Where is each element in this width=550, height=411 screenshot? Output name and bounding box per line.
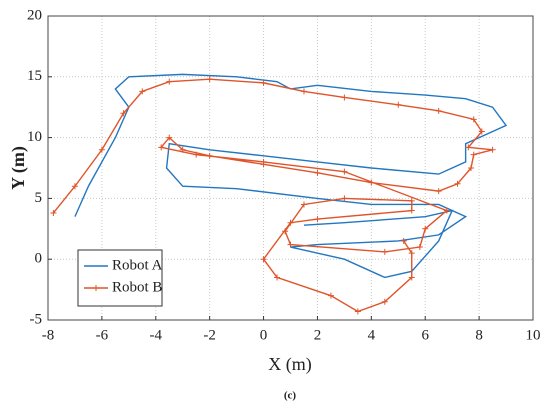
x-tick-label: 8 [475, 327, 483, 343]
marker [368, 179, 375, 186]
marker [282, 228, 289, 235]
marker [206, 152, 213, 159]
legend-box [77, 249, 163, 307]
marker [341, 94, 348, 101]
marker [416, 244, 423, 251]
y-tick-label: 0 [35, 251, 43, 267]
marker [260, 158, 267, 165]
marker [435, 107, 442, 114]
legend-marker [93, 285, 99, 291]
marker [422, 225, 429, 232]
marker [158, 144, 165, 151]
marker [206, 76, 213, 83]
marker [435, 188, 442, 195]
marker [408, 250, 415, 257]
marker [443, 207, 450, 214]
x-tick-label: 10 [526, 327, 541, 343]
marker [470, 151, 477, 158]
marker [274, 274, 281, 281]
marker [489, 146, 496, 153]
marker [395, 101, 402, 108]
marker [408, 207, 415, 214]
plot-frame [47, 15, 534, 321]
x-tick-label: 4 [368, 327, 376, 343]
marker [120, 110, 127, 117]
y-tick-label: 20 [27, 7, 42, 23]
x-tick-label: -4 [150, 327, 163, 343]
subtitle: (c) [284, 390, 297, 402]
y-tick-label: -5 [30, 311, 43, 327]
marker [166, 78, 173, 85]
x-axis-label: X (m) [268, 354, 312, 375]
marker [478, 128, 485, 135]
marker [341, 168, 348, 175]
marker [260, 256, 267, 263]
marker [314, 216, 321, 223]
marker [71, 183, 78, 190]
trajectory [52, 78, 493, 313]
marker [50, 209, 57, 216]
marker [465, 144, 472, 151]
x-tick-label: -2 [203, 327, 216, 343]
y-axis-label: Y (m) [8, 146, 29, 190]
marker [400, 237, 407, 244]
marker [381, 298, 388, 305]
marker [300, 88, 307, 95]
marker [139, 88, 146, 95]
marker [454, 180, 461, 187]
marker [314, 169, 321, 176]
marker [327, 292, 334, 299]
marker [341, 195, 348, 202]
x-tick-label: -6 [96, 327, 109, 343]
marker [260, 79, 267, 86]
y-tick-label: 5 [35, 190, 43, 206]
x-tick-label: 2 [314, 327, 322, 343]
x-tick-label: 6 [421, 327, 429, 343]
marker [179, 146, 186, 153]
marker [98, 146, 105, 153]
marker [408, 274, 415, 281]
marker [381, 248, 388, 255]
y-tick-label: 10 [27, 129, 42, 145]
y-tick-label: 15 [27, 68, 42, 84]
marker [287, 219, 294, 226]
trajectory [74, 73, 508, 279]
x-tick-label: 0 [260, 327, 268, 343]
marker [470, 116, 477, 123]
marker [300, 201, 307, 208]
marker [287, 241, 294, 248]
marker [354, 308, 361, 315]
legend-label: Robot B [112, 279, 162, 295]
legend-label: Robot A [112, 257, 163, 273]
marker [193, 151, 200, 158]
marker [408, 197, 415, 204]
marker [468, 165, 475, 171]
marker [166, 134, 173, 141]
x-tick-label: -8 [42, 327, 55, 343]
